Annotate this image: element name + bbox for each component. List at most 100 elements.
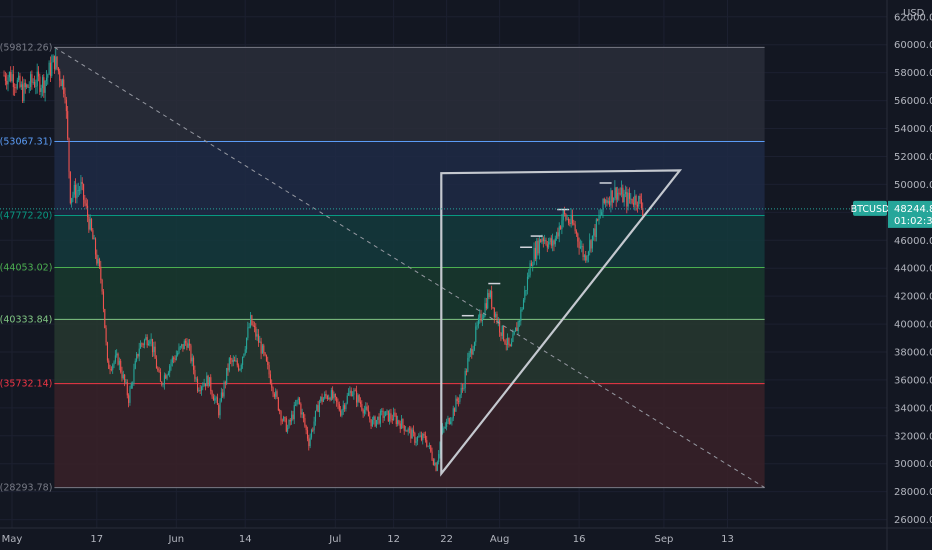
candle-body <box>178 347 180 354</box>
candle-body <box>223 382 225 397</box>
candle-body <box>499 320 501 333</box>
candle-body <box>244 349 246 354</box>
candle-body <box>73 185 75 195</box>
candle-body <box>507 337 509 345</box>
candle-body <box>618 192 620 194</box>
candle-body <box>220 392 222 402</box>
candle-body <box>166 374 168 379</box>
candle-body <box>471 348 473 355</box>
candle-body <box>609 201 611 206</box>
candle-body <box>578 241 580 249</box>
candle-body <box>105 327 107 343</box>
candle-body <box>602 198 604 213</box>
x-tick-label: 13 <box>721 534 734 545</box>
candle-body <box>6 80 8 85</box>
candle-body <box>110 369 112 371</box>
candle-body <box>60 80 62 87</box>
candle-body <box>92 230 94 240</box>
candle-body <box>459 394 461 402</box>
candle-body <box>47 74 49 78</box>
candle-body <box>280 411 282 421</box>
x-tick-label: May <box>2 534 23 545</box>
candle-body <box>179 346 181 348</box>
candle-body <box>83 184 85 200</box>
price-axis[interactable] <box>887 0 932 550</box>
candle-body <box>23 82 25 101</box>
candle-body <box>386 410 388 412</box>
candle-body <box>405 430 407 432</box>
candle-body <box>265 355 267 362</box>
time-axis[interactable] <box>0 528 932 550</box>
candle-body <box>322 398 324 402</box>
triangle-pattern[interactable] <box>440 169 683 477</box>
candle-body <box>230 358 232 360</box>
candle-body <box>349 390 351 394</box>
candle-body <box>401 419 403 429</box>
candle-body <box>173 357 175 359</box>
candle-body <box>605 199 607 203</box>
candle-body <box>402 419 404 426</box>
candle-body <box>443 427 445 429</box>
candle-body <box>26 84 28 88</box>
candle-body <box>100 266 102 280</box>
candle-body <box>528 275 530 277</box>
candle-body <box>305 425 307 431</box>
candle-body <box>69 171 71 204</box>
candle-body <box>541 238 543 243</box>
candle-body <box>365 406 367 410</box>
fib-level-label: 0.618(47772.20) <box>0 210 52 221</box>
y-tick-label: 44000.00 <box>894 264 932 275</box>
candle-body <box>517 321 519 332</box>
candle-body <box>85 203 87 206</box>
candle-body <box>118 360 120 365</box>
fib-trend-line[interactable] <box>54 46 765 489</box>
candle-body <box>140 343 142 349</box>
candle-body <box>234 359 236 362</box>
candle-body <box>577 233 579 242</box>
candle-body <box>151 338 154 353</box>
y-tick-label: 42000.00 <box>894 292 932 303</box>
candle-body <box>463 388 465 389</box>
candle-body <box>28 87 30 88</box>
candle-body <box>320 396 322 402</box>
candle-body <box>534 247 536 259</box>
fibonacci-retracement[interactable]: 1(59812.26) 0.786(53067.31) 0.618(47772.20… <box>0 42 765 494</box>
candle-body <box>410 428 412 439</box>
candle-body <box>485 303 487 309</box>
candle-body <box>409 428 411 430</box>
candle-body <box>489 291 491 298</box>
candle-body <box>521 309 523 310</box>
y-tick-label: 60000.00 <box>894 40 932 51</box>
candle-body <box>182 344 184 350</box>
candle-body <box>97 258 99 264</box>
candle-body <box>91 219 93 231</box>
candle-body <box>154 346 156 359</box>
candle-body <box>31 74 33 83</box>
candle-body <box>76 190 78 199</box>
candle-body <box>418 436 420 438</box>
candle-body <box>204 383 207 387</box>
candle-body <box>283 416 285 421</box>
candle-body <box>416 437 419 442</box>
candle-body <box>108 360 110 369</box>
drawings[interactable] <box>54 46 765 489</box>
candle-body <box>330 390 332 401</box>
y-tick-label: 58000.00 <box>894 68 932 79</box>
candle-body <box>424 435 426 441</box>
candle-body <box>43 77 45 93</box>
candle-body <box>198 390 200 392</box>
candle-body <box>145 337 147 340</box>
candle-body <box>81 181 83 185</box>
candle-body <box>557 232 559 237</box>
candle-body <box>479 313 481 318</box>
candle-body <box>395 415 397 425</box>
candle-body <box>367 410 370 417</box>
candle-body <box>458 401 460 402</box>
candle-body <box>529 263 531 276</box>
candle-body <box>20 84 22 88</box>
candle-body <box>462 387 464 389</box>
candle-body <box>75 185 77 199</box>
fib-level-label: 0.786(53067.31) <box>0 137 52 148</box>
candle-body <box>333 393 335 399</box>
